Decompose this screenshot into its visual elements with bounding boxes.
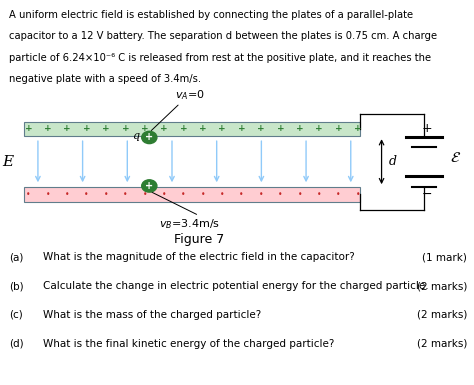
Bar: [24, 122, 360, 136]
Text: +: +: [276, 124, 284, 134]
Bar: [24, 187, 360, 202]
Text: •: •: [356, 190, 360, 199]
Text: +: +: [145, 132, 154, 142]
Text: capacitor to a 12 V battery. The separation d between the plates is 0.75 cm. A c: capacitor to a 12 V battery. The separat…: [9, 31, 438, 41]
Text: +: +: [180, 124, 187, 134]
Text: $v_B$=3.4m/s: $v_B$=3.4m/s: [159, 218, 220, 231]
Text: •: •: [201, 190, 205, 199]
Text: (c): (c): [9, 310, 23, 320]
Text: (2 marks): (2 marks): [417, 310, 467, 320]
Text: −: −: [421, 188, 432, 201]
Text: +: +: [102, 124, 110, 134]
Text: particle of 6.24×10⁻⁶ C is released from rest at the positive plate, and it reac: particle of 6.24×10⁻⁶ C is released from…: [9, 53, 432, 63]
Text: What is the mass of the charged particle?: What is the mass of the charged particle…: [43, 310, 261, 320]
Text: +: +: [25, 124, 32, 134]
Text: •: •: [104, 190, 108, 199]
Circle shape: [142, 180, 157, 192]
Text: •: •: [46, 190, 50, 199]
Text: +: +: [296, 124, 303, 134]
Text: (a): (a): [9, 252, 24, 262]
Text: negative plate with a speed of 3.4m/s.: negative plate with a speed of 3.4m/s.: [9, 74, 201, 84]
Text: +: +: [83, 124, 91, 134]
Text: (2 marks): (2 marks): [417, 281, 467, 291]
Text: +: +: [315, 124, 323, 134]
Text: •: •: [317, 190, 321, 199]
Text: +: +: [141, 124, 148, 134]
Text: +: +: [335, 124, 342, 134]
Text: (d): (d): [9, 339, 24, 349]
Text: •: •: [162, 190, 166, 199]
Text: •: •: [65, 190, 70, 199]
Text: $v_A$=0: $v_A$=0: [175, 88, 204, 102]
Text: What is the final kinetic energy of the charged particle?: What is the final kinetic energy of the …: [43, 339, 334, 349]
Text: Figure 7: Figure 7: [174, 233, 224, 246]
Text: (2 marks): (2 marks): [417, 339, 467, 349]
Text: q: q: [132, 131, 139, 141]
Text: +: +: [44, 124, 52, 134]
Text: +: +: [160, 124, 168, 134]
Text: Calculate the change in electric potential energy for the charged particle.: Calculate the change in electric potenti…: [43, 281, 428, 291]
Text: What is the magnitude of the electric field in the capacitor?: What is the magnitude of the electric fi…: [43, 252, 355, 262]
Text: •: •: [143, 190, 147, 199]
Text: •: •: [123, 190, 128, 199]
Text: •: •: [278, 190, 283, 199]
Text: •: •: [84, 190, 89, 199]
Text: +: +: [64, 124, 71, 134]
Circle shape: [142, 131, 157, 144]
Text: E: E: [2, 155, 13, 169]
Text: •: •: [239, 190, 244, 199]
Text: •: •: [298, 190, 302, 199]
Text: A uniform electric field is established by connecting the plates of a parallel-p: A uniform electric field is established …: [9, 10, 414, 20]
Text: •: •: [220, 190, 225, 199]
Text: d: d: [389, 155, 397, 168]
Text: $\mathcal{E}$: $\mathcal{E}$: [450, 151, 461, 165]
Text: •: •: [336, 190, 341, 199]
Text: •: •: [26, 190, 31, 199]
Text: •: •: [259, 190, 263, 199]
Text: (1 mark): (1 mark): [422, 252, 467, 262]
Text: +: +: [219, 124, 226, 134]
Text: (b): (b): [9, 281, 24, 291]
Text: +: +: [145, 181, 154, 191]
Text: +: +: [199, 124, 207, 134]
Text: +: +: [421, 122, 432, 136]
Text: +: +: [121, 124, 129, 134]
Text: +: +: [238, 124, 246, 134]
Text: +: +: [257, 124, 265, 134]
Text: +: +: [354, 124, 362, 134]
Text: •: •: [181, 190, 186, 199]
